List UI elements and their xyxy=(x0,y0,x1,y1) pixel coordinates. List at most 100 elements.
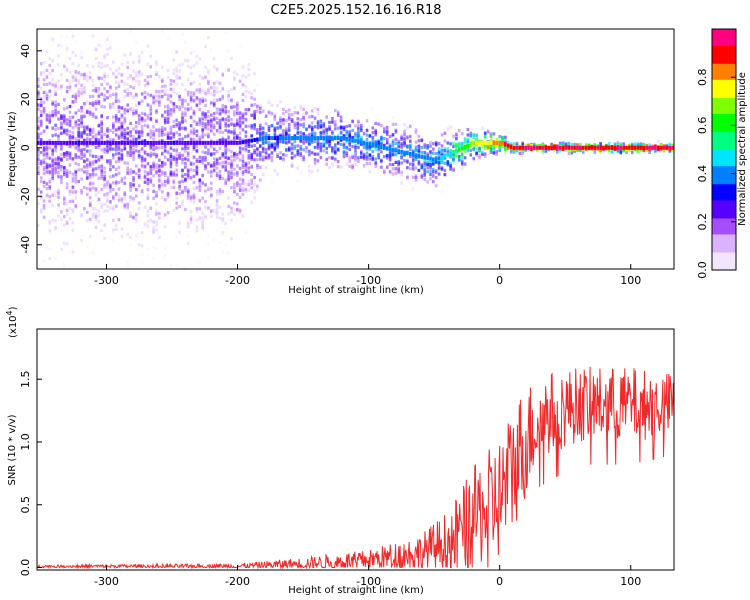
spectrogram-cell xyxy=(172,105,176,109)
spectrogram-cell xyxy=(308,115,311,119)
spectrogram-cell xyxy=(48,156,52,160)
spectrogram-cell xyxy=(117,110,121,114)
spectrogram-cell xyxy=(166,97,170,101)
spectrogram-cell xyxy=(230,56,233,60)
spectrogram-cell xyxy=(63,202,66,206)
spectrogram-cell xyxy=(538,144,542,148)
colorbar-swatch xyxy=(712,241,736,245)
spectrogram-cell xyxy=(103,54,106,58)
spectrogram-cell xyxy=(112,147,115,151)
spectrogram-cell xyxy=(140,111,144,115)
spectrogram-cell xyxy=(253,158,256,162)
spectrogram-cell xyxy=(112,124,115,128)
spectrogram-cell xyxy=(45,170,49,174)
spectrogram-cell xyxy=(140,116,144,120)
spectrogram-band-cell xyxy=(593,145,597,150)
spectrogram-cell xyxy=(114,223,118,228)
spectrogram-cell xyxy=(60,147,63,151)
spectrogram-band-cell xyxy=(186,140,190,145)
spectrogram-cell xyxy=(181,120,184,124)
spectrogram-cell xyxy=(57,171,60,175)
spectrogram-cell xyxy=(117,105,121,109)
spectrogram-cell xyxy=(37,116,40,120)
spectrogram-cell xyxy=(432,142,435,146)
spectrogram-cell xyxy=(184,143,187,148)
spectrogram-cell xyxy=(319,149,323,153)
spectrogram-band-cell xyxy=(259,137,262,141)
spectrogram-cell xyxy=(233,113,236,117)
spectrogram-cell xyxy=(88,175,92,179)
spectrogram-cell xyxy=(94,138,98,142)
spectrogram-cell xyxy=(74,153,78,157)
spectrogram-cell xyxy=(123,203,127,207)
snr-x-tick-label: 100 xyxy=(620,575,641,588)
spectrogram-cell xyxy=(135,125,138,129)
spectrogram-cell xyxy=(362,152,366,157)
spectrogram-cell xyxy=(403,141,406,145)
spectrogram-cell xyxy=(100,126,103,130)
spectrogram-cell xyxy=(204,125,207,129)
spectrogram-cell xyxy=(126,109,129,113)
spectrogram-cell xyxy=(328,166,331,170)
spectrogram-band-cell xyxy=(443,153,447,158)
spectrogram-cell xyxy=(137,54,141,58)
spectrogram-cell xyxy=(195,166,199,170)
spectrogram-cell xyxy=(201,99,204,103)
spectrogram-cell xyxy=(181,50,184,55)
spectrogram-cell xyxy=(299,171,302,175)
spectrogram-cell xyxy=(60,122,63,126)
spectrogram-cell xyxy=(123,116,127,120)
spectrogram-cell xyxy=(264,165,268,170)
spectrogram-band-cell xyxy=(602,145,605,150)
spectrogram-cell xyxy=(63,215,66,219)
spectrogram-cell xyxy=(287,146,291,150)
spectrogram-cell xyxy=(264,147,268,151)
spectrogram-cell xyxy=(256,83,259,87)
spectrogram-cell xyxy=(123,133,127,137)
spectrogram-cell xyxy=(152,183,155,187)
spectrogram-cell xyxy=(172,135,176,139)
colorbar-swatch xyxy=(712,71,736,74)
spectrogram-cell xyxy=(195,97,199,101)
spectrogram-cell xyxy=(91,251,95,255)
spectrogram-cell xyxy=(192,91,196,95)
spectrogram-cell xyxy=(227,99,230,103)
spectrogram-cell xyxy=(74,180,78,184)
spectrogram-cell xyxy=(429,161,432,165)
spectrogram-cell xyxy=(80,117,83,121)
spectrogram-cell xyxy=(397,140,400,144)
spectrogram-cell xyxy=(100,44,103,48)
spectrogram-cell xyxy=(169,82,173,86)
spectrogram-cell xyxy=(218,169,222,174)
spectrogram-cell xyxy=(186,241,190,246)
spectrogram-cell xyxy=(39,119,43,123)
spectrogram-cell xyxy=(68,87,72,91)
spectrogram-band-cell xyxy=(498,140,501,145)
spectrogram-cell xyxy=(533,142,536,146)
spectrogram-cell xyxy=(161,133,164,137)
spectrogram-cell xyxy=(210,164,213,168)
spectrogram-cell xyxy=(261,126,265,130)
spectrogram-cell xyxy=(244,165,248,169)
spectrogram-band-cell xyxy=(316,136,320,141)
spectrogram-cell xyxy=(146,171,150,175)
spectrogram-cell xyxy=(195,149,199,153)
spectrogram-cell xyxy=(339,119,343,123)
spectrogram-cell xyxy=(132,94,135,98)
spectrogram-band-cell xyxy=(535,145,539,150)
spectrogram-cell xyxy=(426,144,429,148)
spectrogram-cell xyxy=(161,161,164,165)
spectrogram-cell xyxy=(65,202,69,206)
spectrogram-cell xyxy=(184,144,187,148)
colorbar-swatch xyxy=(712,39,736,42)
spectrogram-cell xyxy=(198,135,202,139)
spectrogram-cell xyxy=(313,162,317,166)
spectrogram-cell xyxy=(112,122,115,126)
spectrogram-cell xyxy=(42,158,46,162)
spectrogram-cell xyxy=(94,101,98,105)
spectrogram-cell xyxy=(42,168,46,172)
spectrogram-cell xyxy=(489,132,493,136)
spectrogram-cell xyxy=(88,188,92,192)
spectrogram-cell xyxy=(204,117,207,121)
spectrogram-cell xyxy=(443,161,447,165)
